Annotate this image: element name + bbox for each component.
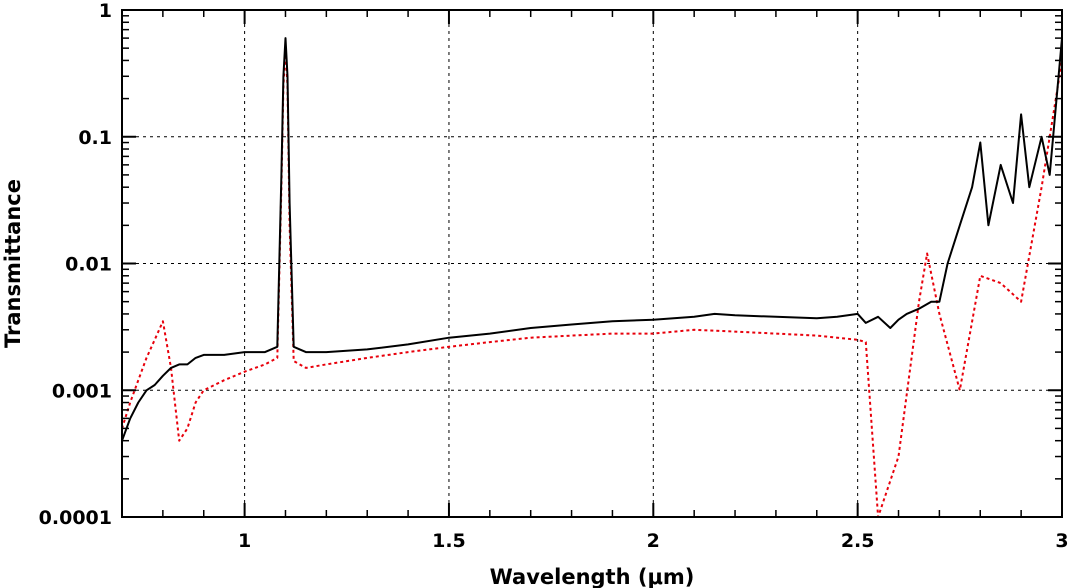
tick-labels: 1 1.5 2 2.5 3 0.0001 0.001 0.01 0.1 1: [39, 0, 1069, 552]
series-line-red-dotted: [122, 47, 1062, 517]
y-tick-label: 0.001: [52, 380, 112, 402]
grid-lines: [122, 10, 1062, 517]
series-line-black-solid: [122, 37, 1062, 442]
y-tick-label: 0.0001: [39, 507, 112, 529]
x-tick-label: 2: [647, 530, 660, 552]
x-tick-label: 1.5: [432, 530, 466, 552]
y-tick-label: 1: [99, 0, 112, 22]
y-tick-label: 0.01: [65, 254, 112, 276]
y-axis-title: Transmittance: [1, 179, 25, 348]
series-layer: [122, 37, 1062, 517]
x-tick-label: 2.5: [841, 530, 875, 552]
axis-ticks: [121, 9, 1063, 518]
x-tick-label: 3: [1055, 530, 1068, 552]
x-tick-label: 1: [238, 530, 251, 552]
y-tick-label: 0.1: [78, 127, 112, 149]
x-axis-title: Wavelength (μm): [490, 565, 695, 588]
